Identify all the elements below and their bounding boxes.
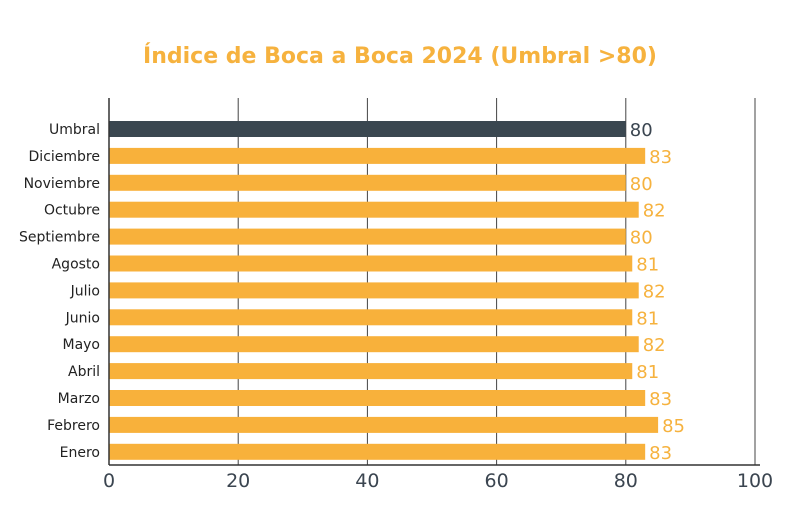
value-label: 80 bbox=[630, 120, 653, 141]
value-label: 85 bbox=[662, 416, 685, 437]
value-label: 83 bbox=[649, 389, 672, 410]
x-tick-label: 80 bbox=[614, 470, 638, 492]
x-tick-label: 60 bbox=[485, 470, 509, 492]
chart-title: Índice de Boca a Boca 2024 (Umbral >80) bbox=[143, 44, 657, 69]
value-label: 82 bbox=[643, 281, 666, 302]
x-tick-label: 0 bbox=[103, 470, 115, 492]
category-label: Julio bbox=[70, 283, 100, 299]
category-label: Febrero bbox=[47, 418, 100, 434]
value-label: 82 bbox=[643, 335, 666, 356]
category-label: Septiembre bbox=[19, 230, 100, 246]
category-label: Agosto bbox=[52, 257, 100, 273]
category-label: Noviembre bbox=[24, 176, 100, 192]
value-label: 83 bbox=[649, 443, 672, 464]
bar-julio bbox=[109, 282, 639, 299]
category-label: Umbral bbox=[49, 122, 100, 138]
category-label: Abril bbox=[68, 364, 100, 380]
bar-febrero bbox=[109, 416, 659, 433]
category-label: Octubre bbox=[44, 203, 100, 219]
value-label: 81 bbox=[636, 255, 659, 276]
value-label: 83 bbox=[649, 147, 672, 168]
bar-enero bbox=[109, 443, 646, 460]
category-label: Mayo bbox=[62, 337, 100, 353]
category-label: Enero bbox=[60, 445, 100, 461]
bar-umbral bbox=[109, 121, 626, 137]
x-tick-label: 20 bbox=[226, 470, 250, 492]
value-label: 81 bbox=[636, 362, 659, 383]
bar-diciembre bbox=[109, 147, 646, 164]
bar-mayo bbox=[109, 336, 639, 353]
value-label: 80 bbox=[630, 174, 653, 195]
value-label: 82 bbox=[643, 201, 666, 222]
bar-marzo bbox=[109, 390, 646, 406]
bar-junio bbox=[109, 309, 633, 326]
x-tick-label: 100 bbox=[737, 470, 773, 492]
bar-octubre bbox=[109, 201, 639, 218]
category-label: Diciembre bbox=[29, 149, 100, 165]
bar-septiembre bbox=[109, 228, 626, 245]
bar-abril bbox=[109, 363, 633, 380]
value-label: 81 bbox=[636, 308, 659, 329]
bar-noviembre bbox=[109, 174, 626, 191]
value-label: 80 bbox=[630, 228, 653, 249]
category-label: Marzo bbox=[58, 391, 100, 407]
category-label: Junio bbox=[65, 310, 100, 326]
bar-agosto bbox=[109, 255, 633, 272]
x-tick-label: 40 bbox=[355, 470, 379, 492]
